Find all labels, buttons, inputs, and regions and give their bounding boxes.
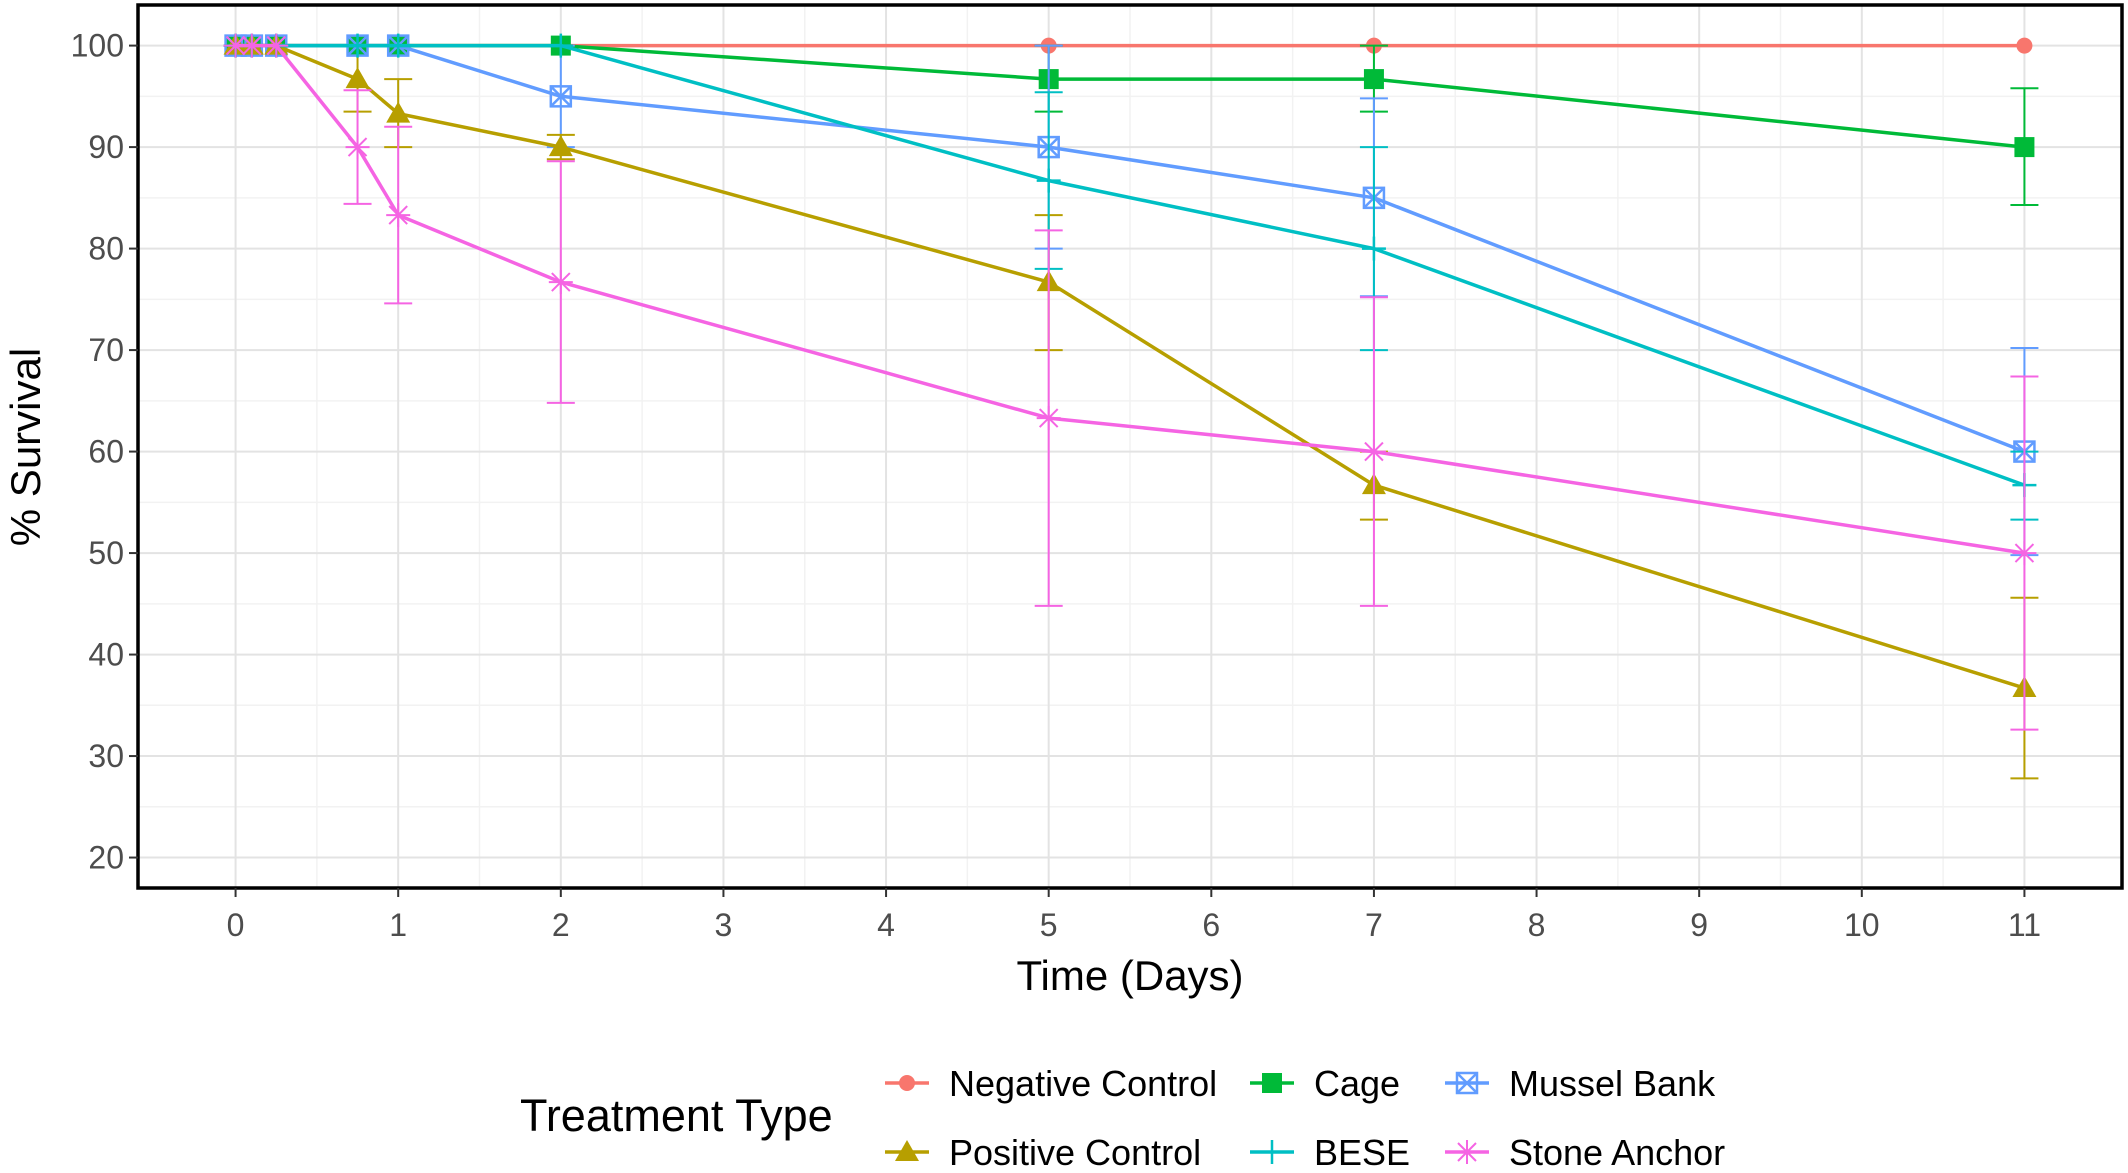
legend-key-marker (1455, 1140, 1479, 1164)
legend-key-marker (895, 1140, 919, 1161)
data-point (1361, 439, 1386, 464)
plot-border (136, 3, 2124, 890)
x-axis-ticks: 0 1 2 3 4 5 6 7 8 9 10 11 (227, 888, 2041, 943)
marker-shape (386, 101, 411, 123)
data-point (2016, 37, 2033, 54)
y-tick-label: 100 (71, 28, 124, 64)
marker-shape (2014, 137, 2035, 158)
marker-shape (549, 85, 572, 108)
data-point (549, 85, 573, 108)
x-tick-label: 5 (1040, 907, 1058, 943)
data-point (345, 135, 370, 160)
series-stone-anchor (223, 33, 2039, 731)
x-axis-title: Time (Days) (1016, 952, 1243, 999)
legend-item-bese: BESE (1250, 1132, 1410, 1173)
legend-item-positive-control: Positive Control (885, 1132, 1201, 1173)
y-axis-title: % Survival (2, 348, 49, 546)
marker-shape (1455, 1071, 1479, 1095)
data-point (1361, 236, 1386, 261)
legend-item-cage: Cage (1250, 1063, 1400, 1104)
data-point (1036, 406, 1061, 431)
y-tick-label: 40 (88, 637, 124, 673)
legend: Treatment Type Negative Control Cage Musse… (520, 1063, 1725, 1173)
y-tick-label: 80 (88, 231, 124, 267)
data-point (386, 33, 411, 58)
marker-shape (2016, 37, 2033, 54)
grid-major (138, 5, 2122, 888)
data-point (1363, 69, 1384, 90)
marker-shape (1456, 1072, 1478, 1094)
legend-title: Treatment Type (520, 1090, 833, 1141)
legend-label: BESE (1314, 1132, 1410, 1173)
x-tick-label: 1 (389, 907, 407, 943)
legend-label: Stone Anchor (1509, 1132, 1725, 1173)
legend-key-marker (1260, 1140, 1284, 1164)
x-tick-label: 7 (1365, 907, 1383, 943)
data-point (548, 270, 573, 295)
y-axis-ticks: 20 30 40 50 60 70 80 90 100 (71, 28, 138, 876)
marker-shape (345, 67, 370, 89)
legend-item-mussel-bank: Mussel Bank (1445, 1063, 1716, 1104)
legend-item-stone-anchor: Stone Anchor (1445, 1132, 1725, 1173)
y-tick-label: 60 (88, 434, 124, 470)
legend-key-marker (899, 1075, 915, 1091)
marker-shape (1363, 69, 1384, 90)
legend-label: Mussel Bank (1509, 1063, 1716, 1104)
data-point (239, 33, 264, 58)
marker-shape (549, 85, 573, 108)
series-layer (223, 33, 2039, 780)
x-tick-label: 6 (1202, 907, 1220, 943)
data-point (223, 33, 248, 58)
x-tick-label: 0 (227, 907, 245, 943)
data-point (345, 67, 370, 89)
plot-area (136, 3, 2124, 890)
y-tick-label: 50 (88, 535, 124, 571)
legend-label: Cage (1314, 1063, 1400, 1104)
x-tick-label: 8 (1528, 907, 1546, 943)
y-tick-label: 90 (88, 129, 124, 165)
x-tick-label: 4 (877, 907, 895, 943)
marker-shape (899, 1075, 915, 1091)
data-point (548, 135, 573, 157)
x-tick-label: 9 (1690, 907, 1708, 943)
legend-key-marker (1455, 1071, 1479, 1095)
y-tick-label: 20 (88, 840, 124, 876)
data-point (1036, 168, 1061, 193)
grid-minor (138, 5, 2122, 888)
legend-label: Positive Control (949, 1132, 1201, 1173)
y-tick-label: 30 (88, 738, 124, 774)
marker-shape (1262, 1073, 1282, 1093)
data-point (548, 33, 573, 58)
y-tick-label: 70 (88, 332, 124, 368)
data-point (386, 203, 411, 228)
data-point (345, 33, 370, 58)
legend-key-marker (1262, 1073, 1282, 1093)
data-point (2012, 541, 2037, 566)
marker-shape (548, 135, 573, 157)
x-tick-label: 11 (2008, 907, 2041, 943)
x-tick-label: 10 (1844, 907, 1880, 943)
x-tick-label: 3 (715, 907, 733, 943)
legend-label: Negative Control (949, 1063, 1217, 1104)
data-point (264, 33, 289, 58)
data-point (386, 101, 411, 123)
data-point (2014, 137, 2035, 158)
marker-shape (895, 1140, 919, 1161)
x-tick-label: 2 (552, 907, 570, 943)
legend-item-negative-control: Negative Control (885, 1063, 1217, 1104)
